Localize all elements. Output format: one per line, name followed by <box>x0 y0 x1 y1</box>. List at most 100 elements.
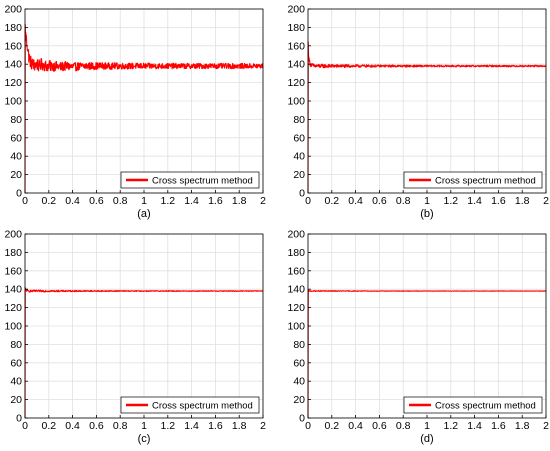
series-line-c-0 <box>24 287 264 419</box>
x-tick-label-d-8: 1.6 <box>491 420 506 432</box>
y-tick-label-d-10: 200 <box>287 229 305 241</box>
chart-panel-b: 0 0.2 0.4 0.6 0.8 1 1.2 1.4 1.6 1.8 2 0 20 40 60 80 100 1… <box>283 0 550 225</box>
y-tick-label-d-9: 180 <box>287 247 305 259</box>
y-tick-label-d-6: 120 <box>287 302 305 314</box>
x-tick-label-c-4: 0.8 <box>113 420 128 432</box>
y-tick-label-c-6: 120 <box>4 302 22 314</box>
x-tick-label-d-5: 1 <box>424 420 430 432</box>
x-tick-label-a-10: 2 <box>260 195 266 207</box>
y-tick-label-b-8: 160 <box>287 40 305 52</box>
y-tick-label-b-5: 100 <box>287 96 305 108</box>
x-tick-label-d-3: 0.6 <box>372 420 387 432</box>
y-tick-label-c-1: 20 <box>10 394 22 406</box>
x-tick-label-b-8: 1.6 <box>491 195 506 207</box>
y-tick-label-a-10: 200 <box>4 4 22 16</box>
x-tick-label-d-10: 2 <box>543 420 549 432</box>
y-tick-label-c-8: 160 <box>4 265 22 277</box>
x-tick-label-a-8: 1.6 <box>208 195 223 207</box>
x-tick-label-b-5: 1 <box>424 195 430 207</box>
x-tick-label-a-4: 0.8 <box>113 195 128 207</box>
x-tick-label-d-9: 1.8 <box>515 420 530 432</box>
y-tick-label-a-9: 180 <box>4 22 22 34</box>
x-tick-label-d-6: 1.2 <box>443 420 458 432</box>
series-line-d-0 <box>307 289 547 419</box>
chart-panel-d: 0 0.2 0.4 0.6 0.8 1 1.2 1.4 1.6 1.8 2 0 20 40 60 80 100 1… <box>283 225 550 450</box>
y-tick-label-a-8: 160 <box>4 40 22 52</box>
x-tick-label-a-5: 1 <box>141 195 147 207</box>
legend-a: Cross spectrum method <box>120 171 260 189</box>
x-tick-label-c-7: 1.4 <box>184 420 199 432</box>
y-tick-label-b-0: 0 <box>299 188 305 200</box>
x-tick-label-c-8: 1.6 <box>208 420 223 432</box>
x-tick-label-a-3: 0.6 <box>89 195 104 207</box>
y-tick-label-d-4: 80 <box>293 339 305 351</box>
y-tick-label-c-10: 200 <box>4 229 22 241</box>
legend-label-d: Cross spectrum method <box>435 401 536 412</box>
x-tick-label-c-6: 1.2 <box>160 420 175 432</box>
x-tick-label-c-1: 0.2 <box>41 420 56 432</box>
y-tick-label-a-6: 120 <box>4 77 22 89</box>
y-tick-label-d-8: 160 <box>287 265 305 277</box>
y-tick-label-d-3: 60 <box>293 357 305 369</box>
chart-panel-a: 0 0.2 0.4 0.6 0.8 1 1.2 1.4 1.6 1.8 2 0 20 40 60 80 100 1… <box>0 0 275 225</box>
x-tick-label-b-10: 2 <box>543 195 549 207</box>
legend-b: Cross spectrum method <box>403 171 543 189</box>
chart-d: 0 0.2 0.4 0.6 0.8 1 1.2 1.4 1.6 1.8 20204060801001… <box>287 229 549 433</box>
y-tick-label-c-4: 80 <box>10 339 22 351</box>
y-tick-label-a-0: 0 <box>16 188 22 200</box>
x-tick-label-d-1: 0.2 <box>324 420 339 432</box>
legend-label-a: Cross spectrum method <box>152 176 253 187</box>
legend-label-c: Cross spectrum method <box>152 401 253 412</box>
x-tick-label-b-0: 0 <box>305 195 311 207</box>
y-tick-label-d-0: 0 <box>299 413 305 425</box>
x-tick-label-c-9: 1.8 <box>232 420 247 432</box>
y-tick-label-b-6: 120 <box>287 77 305 89</box>
chart-a: 0 0.2 0.4 0.6 0.8 1 1.2 1.4 1.6 1.8 20204060801001… <box>4 4 266 208</box>
x-tick-label-c-5: 1 <box>141 420 147 432</box>
y-tick-label-b-4: 80 <box>293 114 305 126</box>
chart-panel-c: 0 0.2 0.4 0.6 0.8 1 1.2 1.4 1.6 1.8 2 0 20 40 60 80 100 1… <box>0 225 275 450</box>
y-tick-label-a-3: 60 <box>10 132 22 144</box>
y-tick-label-c-3: 60 <box>10 357 22 369</box>
x-tick-label-d-0: 0 <box>305 420 311 432</box>
x-tick-label-c-0: 0 <box>22 420 28 432</box>
y-tick-label-b-3: 60 <box>293 132 305 144</box>
series-line-a-0 <box>24 23 264 194</box>
x-tick-label-d-4: 0.8 <box>396 420 411 432</box>
y-tick-label-b-10: 200 <box>287 4 305 16</box>
panel-label-b: (b) <box>420 208 434 220</box>
y-tick-label-a-1: 20 <box>10 169 22 181</box>
y-tick-label-d-5: 100 <box>287 321 305 333</box>
legend-box-c <box>120 396 260 414</box>
x-tick-label-a-6: 1.2 <box>160 195 175 207</box>
x-tick-label-c-10: 2 <box>260 420 266 432</box>
y-tick-label-a-2: 40 <box>10 151 22 163</box>
x-tick-label-b-6: 1.2 <box>443 195 458 207</box>
panel-label-a: (a) <box>137 208 151 220</box>
y-tick-label-c-7: 140 <box>4 284 22 296</box>
chart-b: 0 0.2 0.4 0.6 0.8 1 1.2 1.4 1.6 1.8 20204060801001… <box>287 4 549 208</box>
x-tick-label-b-7: 1.4 <box>467 195 482 207</box>
legend-box-b <box>403 171 543 189</box>
y-tick-label-b-1: 20 <box>293 169 305 181</box>
x-tick-label-a-9: 1.8 <box>232 195 247 207</box>
legend-c: Cross spectrum method <box>120 396 260 414</box>
y-tick-label-a-5: 100 <box>4 96 22 108</box>
y-tick-label-d-7: 140 <box>287 284 305 296</box>
panel-label-d: (d) <box>420 433 434 445</box>
y-tick-label-b-7: 140 <box>287 59 305 71</box>
panel-label-c: (c) <box>137 433 151 445</box>
y-tick-label-c-0: 0 <box>16 413 22 425</box>
legend-label-b: Cross spectrum method <box>435 176 536 187</box>
x-tick-label-a-7: 1.4 <box>184 195 199 207</box>
chart-c: 0 0.2 0.4 0.6 0.8 1 1.2 1.4 1.6 1.8 20204060801001… <box>4 229 266 433</box>
legend-box-a <box>120 171 260 189</box>
x-tick-label-b-2: 0.4 <box>348 195 363 207</box>
y-tick-label-d-2: 40 <box>293 376 305 388</box>
y-tick-label-b-9: 180 <box>287 22 305 34</box>
x-tick-label-a-2: 0.4 <box>65 195 80 207</box>
x-tick-label-c-3: 0.6 <box>89 420 104 432</box>
x-tick-label-b-1: 0.2 <box>324 195 339 207</box>
series-line-b-0 <box>307 41 547 194</box>
